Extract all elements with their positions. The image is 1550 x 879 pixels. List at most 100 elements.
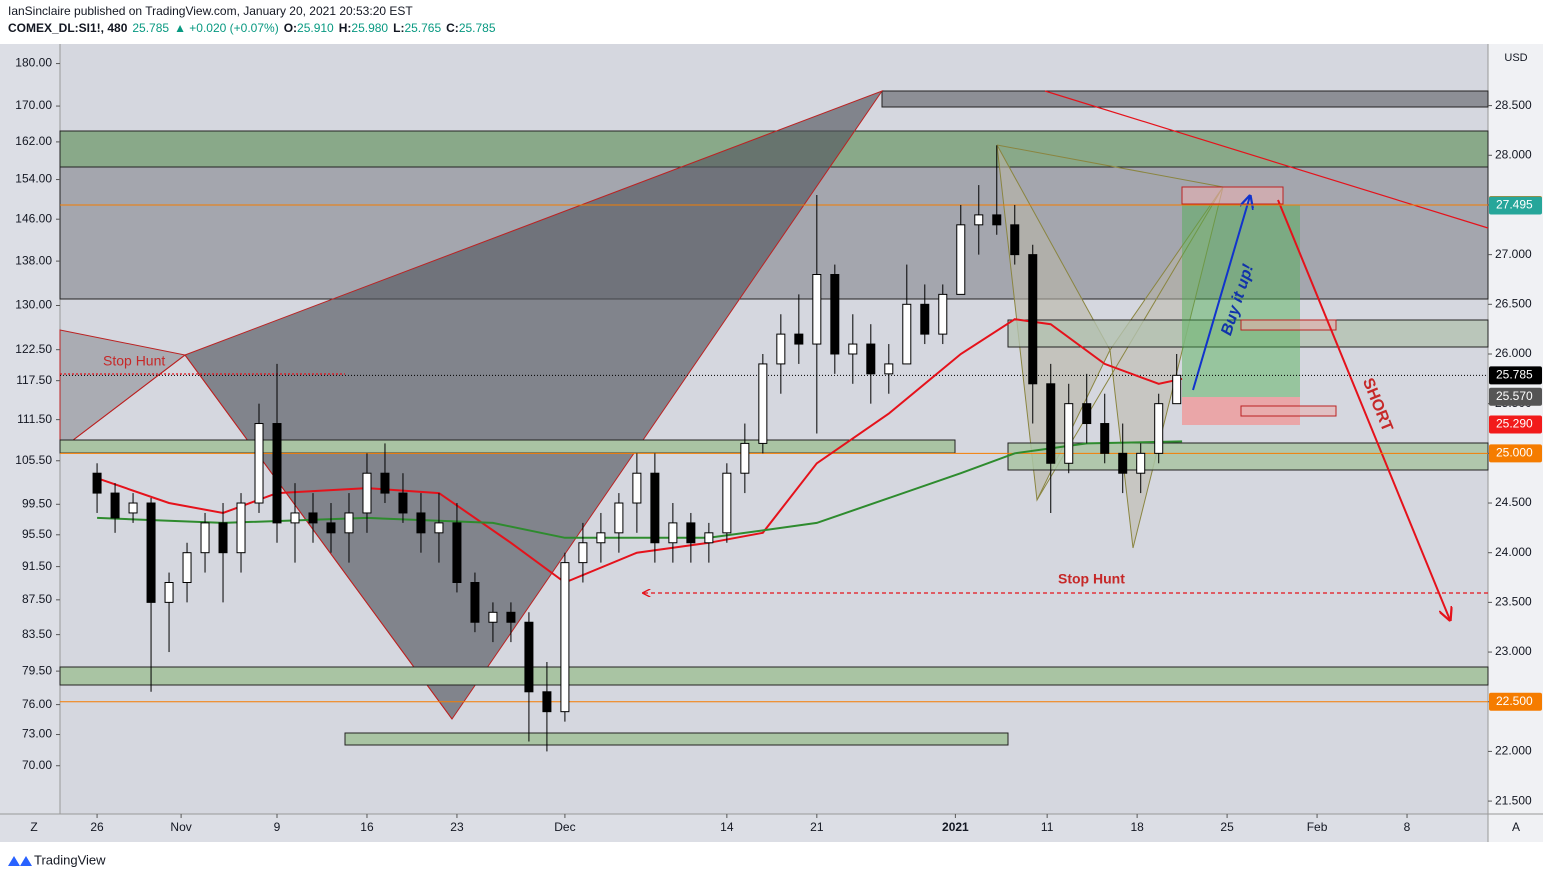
candle-body	[146, 502, 156, 603]
toolbar-button[interactable]: A	[1512, 820, 1520, 834]
candle-body	[920, 303, 930, 335]
zone	[59, 666, 1489, 686]
candle-body	[362, 472, 372, 514]
header-text: L:	[393, 21, 404, 35]
candle-body	[614, 502, 624, 534]
y-tick-label: 27.000	[1495, 247, 1532, 261]
candle-body	[596, 532, 606, 544]
candle-body	[560, 562, 570, 713]
y2-tick-label: 154.00	[15, 172, 52, 186]
candle-body	[542, 691, 552, 713]
candle-body	[254, 423, 264, 504]
header-text: C:	[446, 21, 459, 35]
candle-body	[236, 502, 246, 554]
candle-body	[1082, 403, 1092, 425]
annotation: Stop Hunt	[103, 353, 165, 369]
price-badge	[1489, 415, 1542, 434]
price-badge	[1489, 196, 1542, 215]
y2-tick-label: 83.50	[22, 627, 52, 641]
y-tick-label: 28.500	[1495, 98, 1532, 112]
price-badge-label: 25.570	[1496, 389, 1533, 403]
candle-body	[380, 472, 390, 494]
zone	[59, 439, 956, 454]
candle-body	[1028, 254, 1038, 385]
price-badge	[1489, 366, 1542, 385]
y-tick-label: 24.000	[1495, 545, 1532, 559]
y2-tick-label: 70.00	[22, 758, 52, 772]
header-text: 25.980	[351, 21, 388, 35]
y-tick-label: 26.500	[1495, 296, 1532, 310]
price-badge-label: 27.495	[1496, 198, 1533, 212]
header-text: 25.765	[404, 21, 441, 35]
x-tick-label: 21	[810, 820, 824, 834]
arrow	[1277, 199, 1450, 620]
candle-body	[884, 363, 894, 375]
candle-body	[308, 512, 318, 524]
candle-body	[668, 522, 678, 544]
candle-body	[1100, 423, 1110, 454]
candle-body	[524, 621, 534, 693]
axis-unit: USD	[1504, 52, 1527, 64]
header-text: ▲ +0.020 (+0.07%)	[174, 21, 279, 35]
y2-tick-label: 73.00	[22, 727, 52, 741]
price-badge	[1489, 444, 1542, 463]
candle-body	[650, 472, 660, 544]
header-text: H:	[339, 21, 352, 35]
header-text: COMEX_DL:SI1!, 480	[8, 21, 128, 35]
candle-body	[758, 363, 768, 444]
zone	[881, 90, 1489, 108]
y2-tick-label: 130.00	[15, 298, 52, 312]
y2-tick-label: 180.00	[15, 56, 52, 70]
candle-body	[812, 274, 822, 345]
toolbar-button[interactable]: Z	[30, 820, 37, 834]
price-badge-label: 22.500	[1496, 694, 1533, 708]
y-tick-label: 22.000	[1495, 744, 1532, 758]
candle-body	[938, 293, 948, 335]
x-tick-label: 26	[90, 820, 104, 834]
y2-tick-label: 76.00	[22, 697, 52, 711]
x-tick-label: Feb	[1307, 820, 1328, 834]
price-badge	[1489, 692, 1542, 711]
x-tick-label: 14	[720, 820, 734, 834]
price-axis	[1488, 44, 1543, 842]
price-badge-label: 25.785	[1496, 368, 1533, 382]
candle-body	[1010, 224, 1020, 256]
y-tick-label: 23.500	[1495, 595, 1532, 609]
candle-body	[344, 512, 354, 534]
pattern-line	[59, 354, 453, 720]
candle-body	[740, 442, 750, 474]
header-text: 25.910	[297, 21, 334, 35]
candle-body	[956, 224, 966, 295]
candle-body	[434, 522, 444, 534]
y2-tick-label: 111.50	[17, 412, 52, 426]
candle-body	[488, 611, 498, 623]
price-badge-label: 25.290	[1496, 417, 1533, 431]
candle-body	[704, 532, 714, 544]
candle-body	[830, 274, 840, 355]
y2-tick-label: 87.50	[22, 592, 52, 606]
y2-tick-label: 117.50	[16, 373, 52, 387]
y2-tick-label: 138.00	[15, 253, 52, 267]
candle-body	[578, 542, 588, 564]
candle-body	[992, 214, 1002, 226]
header-text: 25.785	[132, 21, 169, 35]
candle-body	[218, 522, 228, 554]
header-text: O:	[284, 21, 297, 35]
x-tick-label: 18	[1130, 820, 1144, 834]
plot: 21.500 22.000 22.500 23.000 23.500 24.000 24.5…	[15, 56, 1542, 834]
candle-body	[1118, 452, 1128, 474]
y-tick-label: 26.000	[1495, 346, 1532, 360]
drawings: Stop Hunt Stop Hunt Buy it up! SHORT	[59, 89, 1489, 746]
y2-tick-label: 95.50	[22, 527, 52, 541]
candle-body	[866, 343, 876, 375]
candle-body	[794, 333, 804, 345]
box	[1240, 405, 1337, 417]
y2-tick-label: 170.00	[15, 98, 52, 112]
candle-body	[470, 582, 480, 623]
candle-body	[848, 343, 858, 355]
candle-body	[506, 611, 516, 623]
x-tick-label: 16	[360, 820, 374, 834]
price-badge	[1489, 387, 1542, 406]
x-tick-label: 25	[1220, 820, 1234, 834]
y-tick-label: 21.500	[1495, 793, 1532, 807]
